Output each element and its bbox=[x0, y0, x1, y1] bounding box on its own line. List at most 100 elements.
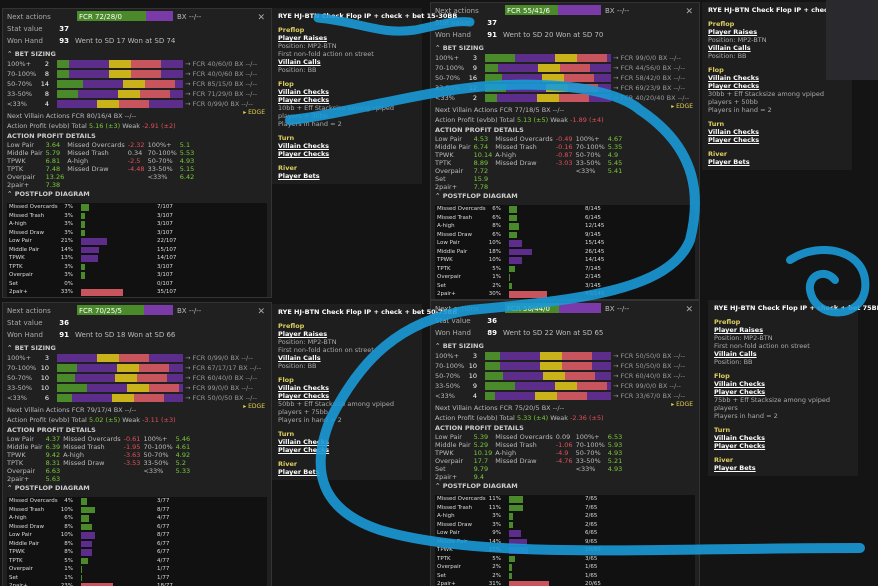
postflop-header[interactable]: ⌃ POSTFLOP DIAGRAM bbox=[435, 482, 518, 490]
filter-link[interactable]: Player Raises bbox=[708, 28, 758, 36]
filter-link[interactable]: Villain Checks bbox=[714, 380, 765, 388]
bar-red-seg bbox=[119, 354, 149, 362]
bar-green-seg bbox=[57, 60, 69, 68]
filter-link[interactable]: Villain Checks bbox=[278, 438, 329, 446]
filter-link[interactable]: Player Bets bbox=[714, 464, 756, 472]
close-icon[interactable]: ✕ bbox=[257, 307, 265, 317]
postflop-pct: 3% bbox=[64, 229, 73, 236]
postflop-header[interactable]: ⌃ POSTFLOP DIAGRAM bbox=[435, 192, 518, 200]
bar-green-seg bbox=[57, 384, 87, 392]
bar-green-seg bbox=[57, 90, 79, 98]
apd-cell: 5.53 bbox=[179, 149, 195, 157]
filter-link[interactable]: Player Checks bbox=[278, 96, 330, 104]
postflop-row: Missed Draw 3% 3/107 bbox=[7, 229, 267, 238]
filter-link[interactable]: Player Bets bbox=[708, 158, 750, 166]
next-villain-block: Next Villain Actions FCR 80/16/4 BX --/-… bbox=[3, 109, 271, 131]
apd-header[interactable]: ACTION PROFIT DETAILS bbox=[435, 126, 524, 134]
filter-link[interactable]: Villain Checks bbox=[278, 142, 329, 150]
filter-link[interactable]: Player Checks bbox=[278, 150, 330, 158]
bar-yellow-seg bbox=[543, 372, 565, 380]
apd-cell: 4.37 bbox=[45, 435, 61, 443]
filter-link[interactable]: Player Checks bbox=[714, 442, 766, 450]
filter-link[interactable]: Player Checks bbox=[714, 388, 766, 396]
apd-table: Low Pair 4.37 Missed Overcards -0.61 100%+ 5.… bbox=[7, 435, 193, 483]
filter-link[interactable]: Player Checks bbox=[708, 82, 760, 90]
postflop-header[interactable]: ⌃ POSTFLOP DIAGRAM bbox=[7, 190, 90, 198]
filter-link[interactable]: Player Checks bbox=[708, 136, 760, 144]
bar-red-seg bbox=[562, 362, 592, 370]
filter-link[interactable]: Player Checks bbox=[278, 446, 330, 454]
apd-row: Low Pair 4.53 Missed Overcards -0.49 100%+ 4.… bbox=[435, 135, 625, 143]
postflop-bar bbox=[509, 538, 527, 545]
bet-size-bar bbox=[485, 362, 611, 370]
filter-link[interactable]: Villain Calls bbox=[708, 44, 751, 52]
postflop-bar bbox=[509, 581, 549, 586]
filter-link[interactable]: Villain Calls bbox=[278, 354, 321, 362]
filter-link[interactable]: Villain Checks bbox=[714, 434, 765, 442]
filter-link[interactable]: Player Bets bbox=[278, 468, 320, 476]
filter-link[interactable]: Villain Calls bbox=[714, 350, 757, 358]
postflop-row: Overpair 2% 1/65 bbox=[435, 563, 695, 572]
bet-size-row: 70-100% 10 → FCR 50/50/0 BX --/-- bbox=[431, 361, 699, 371]
apd-cell bbox=[556, 175, 576, 183]
filter-link[interactable]: Villain Checks bbox=[278, 384, 329, 392]
filter-link[interactable]: Villain Checks bbox=[278, 88, 329, 96]
filter-text: First non-fold action on street bbox=[278, 50, 374, 58]
apd-cell: 100%+ bbox=[143, 435, 168, 443]
filter-link[interactable]: Villain Calls bbox=[278, 58, 321, 66]
postflop-row: Missed Overcards 4% 3/77 bbox=[7, 497, 267, 506]
stat-label: Stat value bbox=[7, 319, 43, 327]
bar-yellow-seg bbox=[537, 94, 559, 102]
apd-cell: 50-70% bbox=[143, 451, 169, 459]
bet-sizing-header[interactable]: ⌃ BET SIZING bbox=[435, 44, 484, 52]
stat-label: Stat value bbox=[7, 25, 43, 33]
filter-link[interactable]: Villain Checks bbox=[708, 128, 759, 136]
bar-red-seg bbox=[559, 94, 589, 102]
postflop-label: 2pair+ bbox=[437, 581, 456, 586]
apd-cell bbox=[576, 473, 608, 481]
close-icon[interactable]: ✕ bbox=[257, 13, 265, 23]
won-hand-label: Won Hand bbox=[435, 329, 471, 337]
postflop-header[interactable]: ⌃ POSTFLOP DIAGRAM bbox=[7, 484, 90, 492]
apd-cell: TPWK bbox=[435, 449, 454, 457]
postflop-count: 15/145 bbox=[585, 240, 605, 246]
filter-link[interactable]: Player Raises bbox=[278, 34, 328, 42]
apd-cell: 7.72 bbox=[473, 167, 489, 175]
close-icon[interactable]: ✕ bbox=[685, 305, 693, 315]
bet-size-bar bbox=[485, 54, 611, 62]
filter-link[interactable]: Player Checks bbox=[278, 392, 330, 400]
stat-row: Stat value 37 bbox=[7, 23, 267, 35]
bet-size-bar bbox=[57, 374, 183, 382]
postflop-pct: 3% bbox=[64, 272, 73, 278]
apd-cell: 5.15 bbox=[179, 165, 195, 173]
apd-header[interactable]: ACTION PROFIT DETAILS bbox=[435, 424, 524, 432]
apd-header[interactable]: ACTION PROFIT DETAILS bbox=[7, 426, 96, 434]
apd-header[interactable]: ACTION PROFIT DETAILS bbox=[7, 132, 96, 140]
apd-cell: 3.64 bbox=[45, 141, 61, 149]
postflop-bar bbox=[81, 498, 87, 505]
bet-sizing-header[interactable]: ⌃ BET SIZING bbox=[435, 342, 484, 350]
bet-sizing-header[interactable]: ⌃ BET SIZING bbox=[7, 50, 56, 58]
filter-link[interactable]: Player Raises bbox=[278, 330, 328, 338]
filter-link[interactable]: Player Raises bbox=[714, 326, 764, 334]
apd-cell bbox=[495, 183, 556, 191]
bet-size-fcr: → FCR 44/56/0 BX --/-- bbox=[613, 64, 686, 72]
postflop-label: TPWK bbox=[9, 255, 25, 261]
bet-sizing-header[interactable]: ⌃ BET SIZING bbox=[7, 344, 56, 352]
postflop-count: 7/65 bbox=[585, 504, 598, 511]
bet-size-row: <33% 4 → FCR 33/67/0 BX --/-- bbox=[431, 391, 699, 401]
postflop-label: Set bbox=[437, 572, 447, 579]
bet-size-label: <33% bbox=[435, 392, 455, 400]
filter-link[interactable]: Villain Checks bbox=[708, 74, 759, 82]
filter-link[interactable]: Player Bets bbox=[278, 172, 320, 180]
postflop-row: A-high 8% 12/145 bbox=[435, 222, 695, 231]
bet-size-bar bbox=[485, 64, 611, 72]
postflop-diagram: Missed Overcards 11% 7/65 Missed Trash 11% 7/… bbox=[435, 495, 695, 586]
bet-size-bar bbox=[485, 392, 611, 400]
bet-size-count: 10 bbox=[40, 384, 49, 392]
postflop-pct: 11% bbox=[488, 496, 501, 502]
postflop-pct: 10% bbox=[60, 506, 73, 513]
apd-row: Overpair 7.72 <33% 5.41 bbox=[435, 167, 625, 175]
close-icon[interactable]: ✕ bbox=[685, 7, 693, 17]
filter-text: Position: BB bbox=[278, 66, 317, 74]
